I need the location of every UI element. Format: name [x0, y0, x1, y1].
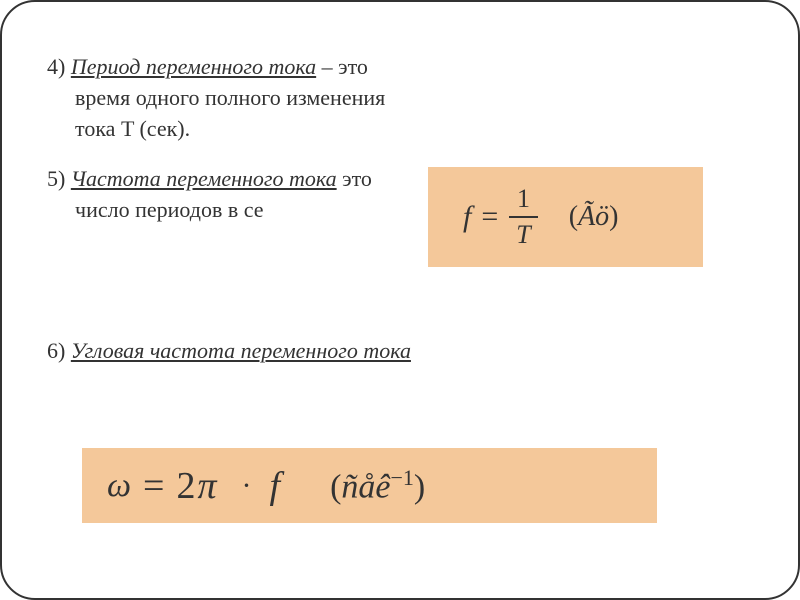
formula2-unit: (ñåê−1) — [330, 465, 425, 506]
definition-6: 6) Угловая частота переменного тока — [47, 336, 753, 367]
formula1-fraction: 1 T — [508, 184, 538, 250]
formula1-unit: (Ãö) — [569, 201, 619, 233]
def4-line3: тока T (сек). — [75, 114, 753, 145]
def5-sep: это — [337, 166, 372, 191]
formula1-numerator: 1 — [509, 184, 538, 218]
formula2-two: 2 — [176, 464, 195, 508]
def5-title: Частота переменного тока — [71, 166, 337, 191]
definition-4: 4) Период переменного тока – это время о… — [47, 52, 753, 144]
formula2-equals: = — [143, 464, 164, 508]
def6-number: 6) — [47, 338, 71, 363]
formula1-variable: f — [463, 200, 471, 234]
formula1-unit-l1: Ã — [578, 201, 595, 232]
formula-angular: ω = 2 π · f (ñåê−1) — [107, 464, 425, 508]
formula2-unit-l1: ñ — [341, 468, 358, 505]
def5-number: 5) — [47, 166, 71, 191]
formula2-pi: π — [197, 464, 216, 508]
formula2-unit-l2: å — [358, 468, 375, 505]
def4-number: 4) — [47, 54, 71, 79]
formula1-denominator: T — [508, 218, 538, 250]
formula1-unit-open: ( — [569, 201, 578, 232]
formula-angular-box: ω = 2 π · f (ñåê−1) — [82, 448, 657, 523]
def6-title: Угловая частота переменного тока — [71, 338, 411, 363]
def4-title: Период переменного тока — [71, 54, 316, 79]
def4-sep: – это — [316, 54, 368, 79]
formula-frequency: f = 1 T (Ãö) — [463, 184, 619, 250]
def4-line2: время одного полного изменения — [75, 83, 753, 114]
formula1-unit-l2: ö — [595, 201, 609, 232]
formula2-unit-open: ( — [330, 468, 341, 505]
formula1-equals: = — [481, 200, 498, 234]
formula2-exponent: −1 — [390, 465, 413, 490]
formula2-f: f — [270, 464, 281, 508]
slide-frame: 4) Период переменного тока – это время о… — [0, 0, 800, 600]
formula1-unit-close: ) — [609, 201, 618, 232]
formula-frequency-box: f = 1 T (Ãö) — [428, 167, 703, 267]
formula2-unit-l3: ê — [375, 468, 390, 505]
formula2-unit-close: ) — [414, 468, 425, 505]
formula2-omega: ω — [107, 467, 131, 505]
formula2-dot: · — [242, 469, 252, 503]
